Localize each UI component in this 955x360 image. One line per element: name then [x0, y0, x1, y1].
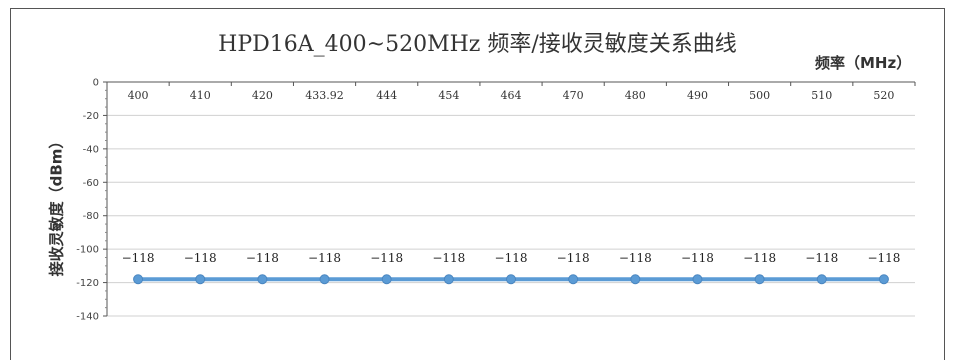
- y-tick-label: -20: [83, 111, 99, 122]
- y-tick-label: -80: [83, 211, 99, 222]
- data-point: [816, 274, 827, 285]
- data-point: [319, 274, 330, 285]
- data-point: [692, 274, 703, 285]
- data-point: [506, 274, 516, 285]
- y-tick-label: 0: [93, 78, 99, 89]
- y-tick-label: -60: [83, 178, 99, 189]
- data-label: −118: [184, 251, 217, 265]
- data-label: −118: [122, 251, 155, 265]
- x-tick-label: 410: [190, 89, 211, 102]
- series-group: [133, 274, 889, 285]
- data-point: [257, 274, 268, 285]
- data-label: −118: [370, 251, 403, 265]
- data-label: −118: [867, 251, 900, 265]
- x-tick-label: 500: [749, 89, 770, 102]
- y-tick-label: -40: [83, 144, 99, 155]
- x-tick-label: 400: [128, 89, 149, 102]
- data-label: −118: [308, 251, 341, 265]
- data-point: [133, 274, 144, 285]
- x-tick-label: 510: [811, 89, 832, 102]
- data-labels: −118 −118 −118 −118 −118 −118 −118 −118 −118 −118…: [122, 251, 901, 265]
- gridlines: [107, 114, 915, 317]
- data-point: [443, 274, 454, 285]
- x-tick-label: 444: [376, 89, 397, 102]
- x-tick-label: 454: [438, 89, 459, 102]
- data-label: −118: [246, 251, 279, 265]
- data-label: −118: [743, 251, 776, 265]
- data-label: −118: [557, 251, 590, 265]
- data-label: −118: [495, 251, 528, 265]
- data-point: [568, 274, 579, 285]
- data-point: [381, 274, 392, 285]
- chart-title: HPD16A_400~520MHz 频率/接收灵敏度关系曲线: [218, 32, 737, 57]
- data-point: [195, 274, 206, 285]
- y-axis-ticks: 0 -20 -40 -60 -80 -100 -120 -140: [76, 78, 107, 323]
- x-tick-label: 490: [687, 89, 708, 102]
- y-tick-label: -100: [76, 245, 99, 256]
- y-tick-label: -140: [76, 312, 99, 323]
- data-label: −118: [681, 251, 714, 265]
- x-tick-label: 470: [563, 89, 584, 102]
- x-tick-label: 433.92: [305, 89, 344, 102]
- x-tick-label: 420: [252, 89, 273, 102]
- data-label: −118: [619, 251, 652, 265]
- x-tick-label: 480: [625, 89, 646, 102]
- data-label: −118: [432, 251, 465, 265]
- x-axis-ticks: 400 410 420 433.92 444 454 464 470 480 490 500 510 5…: [106, 82, 916, 102]
- x-axis-label: 频率（MHz）: [815, 54, 912, 72]
- x-tick-label: 520: [873, 89, 894, 102]
- data-label: −118: [805, 251, 838, 265]
- data-point: [754, 274, 765, 285]
- y-tick-label: -120: [76, 278, 99, 289]
- chart-frame: [10, 8, 945, 360]
- data-point: [630, 274, 641, 285]
- data-point: [878, 274, 889, 285]
- x-tick-label: 464: [501, 89, 522, 102]
